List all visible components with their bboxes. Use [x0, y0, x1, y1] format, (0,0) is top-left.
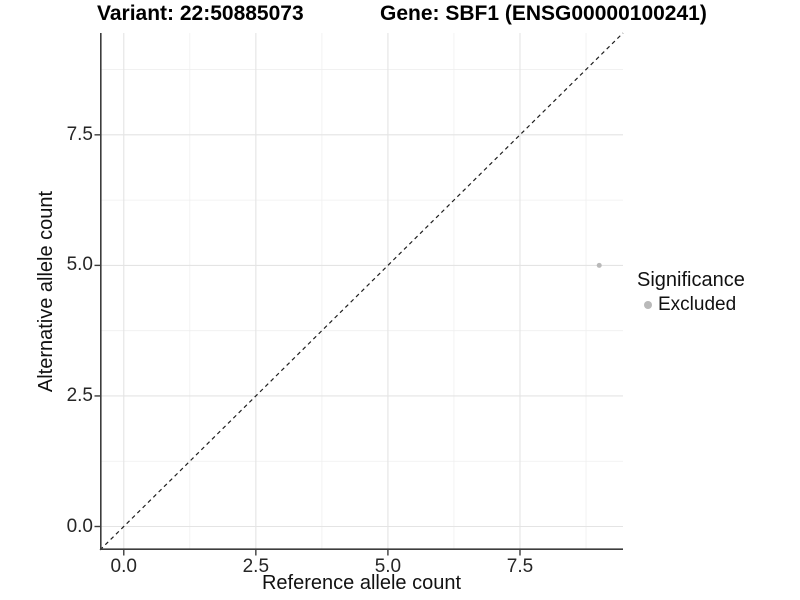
legend-item: Excluded — [637, 294, 745, 316]
x-axis-title: Reference allele count — [261, 572, 461, 594]
y-tick-label: 2.5 — [66, 384, 93, 406]
chart-canvas — [94, 32, 624, 556]
data-point — [596, 262, 602, 268]
y-tick-label: 7.5 — [66, 123, 93, 145]
legend: Significance Excluded — [637, 268, 745, 316]
plot-panel — [94, 32, 624, 556]
x-tick-label: 5.0 — [374, 556, 402, 577]
y-tick-label: 0.0 — [66, 515, 93, 537]
y-axis-title: Alternative allele count — [35, 190, 57, 393]
legend-title: Significance — [637, 269, 745, 291]
variant-title: Variant: 22:50885073 — [97, 2, 304, 25]
x-tick-label: 2.5 — [242, 556, 270, 577]
x-tick-label: 0.0 — [110, 556, 137, 577]
y-tick-label: 5.0 — [66, 254, 93, 276]
gene-title: Gene: SBF1 (ENSG00000100241) — [380, 2, 707, 25]
legend-item-label: Excluded — [658, 294, 737, 315]
identity-line — [99, 32, 624, 551]
x-tick-label: 7.5 — [506, 556, 534, 577]
legend-dot-icon — [644, 301, 652, 309]
